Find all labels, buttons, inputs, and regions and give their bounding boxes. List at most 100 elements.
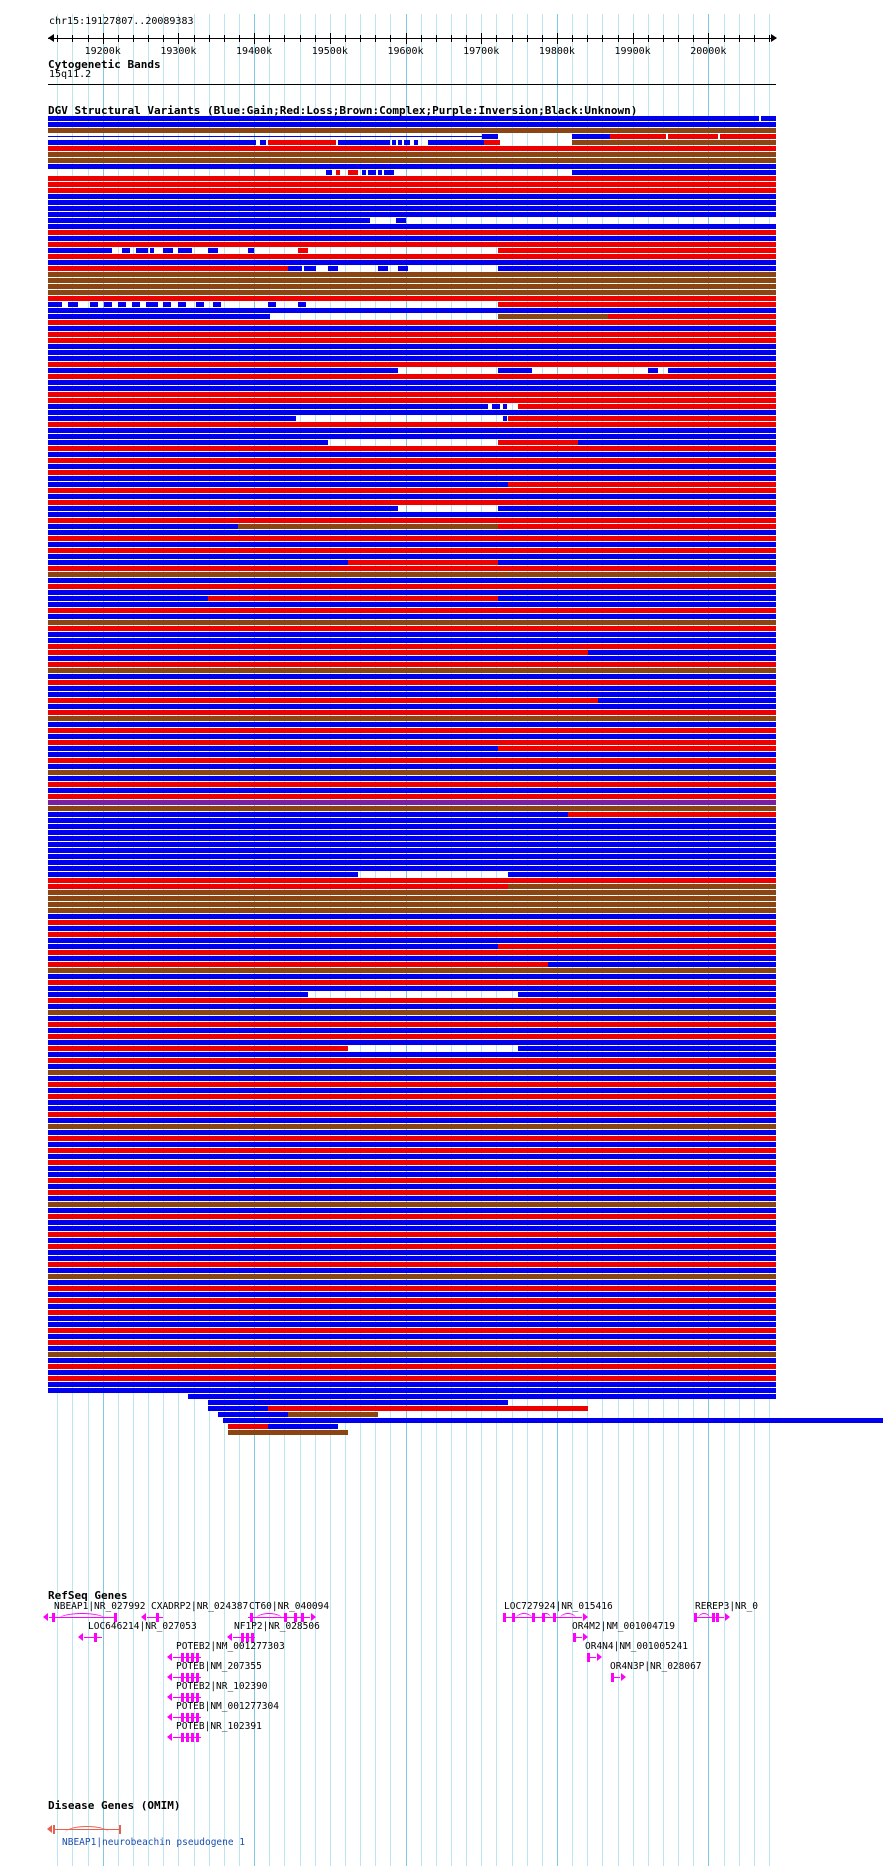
gene-exon[interactable] [712,1613,715,1622]
gene-exon[interactable] [181,1673,184,1682]
dgv-variant-segment[interactable] [48,1028,776,1033]
gene-exon[interactable] [156,1613,159,1622]
dgv-variant-segment[interactable] [48,266,288,271]
dgv-variant-segment[interactable] [48,770,776,775]
refseq-genes-track[interactable]: NBEAP1|NR_027992 CXADRP2|NR_024387 CT60|NR… [43,0,776,1742]
dgv-variant-segment[interactable] [498,746,776,751]
dgv-variant-segment[interactable] [48,1016,776,1021]
gene-exon[interactable] [542,1613,545,1622]
gene-label[interactable]: POTEB|NM_001277304 [176,1701,279,1712]
dgv-variant-segment[interactable] [48,578,776,583]
dgv-variant-segment[interactable] [48,206,776,211]
dgv-variant-segment[interactable] [48,392,776,397]
gene-exon[interactable] [284,1613,287,1622]
gene-exon[interactable] [181,1693,184,1702]
dgv-variant-segment[interactable] [48,1340,776,1345]
dgv-variant-segment[interactable] [53,800,776,805]
gene-exon[interactable] [573,1633,576,1642]
dgv-variant-segment[interactable] [48,896,776,901]
dgv-variant-segment[interactable] [48,1250,776,1255]
dgv-variant-segment[interactable] [48,434,776,439]
dgv-variant-segment[interactable] [48,680,776,685]
dgv-variant-segment[interactable] [48,116,49,121]
gene-exon[interactable] [186,1733,189,1742]
dgv-variant-segment[interactable] [392,140,396,145]
dgv-variant-segment[interactable] [48,296,776,301]
dgv-variant-segment[interactable] [396,218,406,223]
dgv-variant-segment[interactable] [298,302,306,307]
dgv-variant-segment[interactable] [48,422,776,427]
dgv-variant-segment[interactable] [482,134,498,139]
dgv-variant-segment[interactable] [48,1058,776,1063]
coordinate-ruler[interactable] [48,33,777,45]
dgv-variant-segment[interactable] [228,1424,268,1429]
dgv-variant-segment[interactable] [48,590,776,595]
gene-exon[interactable] [587,1653,590,1662]
dgv-variant-segment[interactable] [48,1178,776,1183]
dgv-variant-segment[interactable] [146,302,158,307]
dgv-variant-segment[interactable] [48,482,508,487]
dgv-variant-segment[interactable] [223,1418,883,1423]
dgv-variant-segment[interactable] [118,302,126,307]
dgv-variant-segment[interactable] [48,602,776,607]
dgv-variant-segment[interactable] [668,134,718,139]
dgv-variant-segment[interactable] [132,302,140,307]
dgv-variant-segment[interactable] [238,524,498,529]
dgv-variant-segment[interactable] [48,812,568,817]
dgv-variant-segment[interactable] [48,1286,776,1291]
dgv-variant-segment[interactable] [414,140,418,145]
dgv-variant-segment[interactable] [208,596,498,601]
dgv-variant-segment[interactable] [228,1430,348,1435]
dgv-variant-segment[interactable] [208,248,218,253]
dgv-variant-segment[interactable] [48,524,238,529]
dgv-variant-segment[interactable] [48,974,776,979]
dgv-variant-segment[interactable] [48,122,776,127]
dgv-variant-segment[interactable] [48,662,776,667]
dgv-variant-segment[interactable] [48,962,548,967]
dgv-variant-segment[interactable] [298,248,308,253]
dgv-variant-segment[interactable] [48,194,776,199]
dgv-variant-segment[interactable] [48,284,776,289]
dgv-variant-segment[interactable] [48,1292,776,1297]
dgv-variant-segment[interactable] [48,866,776,871]
dgv-variant-segment[interactable] [498,266,776,271]
dgv-variant-segment[interactable] [48,176,776,181]
dgv-variant-segment[interactable] [398,266,408,271]
dgv-variant-segment[interactable] [48,818,776,823]
dgv-variant-segment[interactable] [48,836,776,841]
dgv-variant-segment[interactable] [48,212,776,217]
dgv-variant-segment[interactable] [48,1022,776,1027]
gene-label[interactable]: NBEAP1|NR_027992 [54,1601,146,1612]
dgv-variant-segment[interactable] [48,386,776,391]
dgv-variant-segment[interactable] [48,1094,776,1099]
dgv-variant-segment[interactable] [48,842,776,847]
dgv-variant-segment[interactable] [48,1388,776,1393]
dgv-variant-segment[interactable] [48,218,364,223]
dgv-variant-segment[interactable] [48,1268,776,1273]
dgv-variant-segment[interactable] [48,1256,776,1261]
dgv-variant-segment[interactable] [48,704,776,709]
dgv-variant-segment[interactable] [48,1070,776,1075]
dgv-variant-segment[interactable] [338,140,390,145]
dgv-variant-segment[interactable] [48,1172,776,1177]
dgv-variant-segment[interactable] [48,1364,776,1369]
gene-exon[interactable] [553,1613,556,1622]
dgv-variant-segment[interactable] [484,140,500,145]
dgv-variant-segment[interactable] [48,872,358,877]
dgv-variant-segment[interactable] [498,248,776,253]
dgv-variant-segment[interactable] [178,302,186,307]
dgv-variant-segment[interactable] [48,1316,776,1321]
dgv-variant-segment[interactable] [48,656,776,661]
dgv-variant-segment[interactable] [48,1226,776,1231]
dgv-variant-segment[interactable] [48,398,776,403]
gene-exon[interactable] [191,1673,194,1682]
dgv-variant-segment[interactable] [48,1154,776,1159]
dgv-variant-segment[interactable] [48,236,776,241]
gene-exon[interactable] [186,1713,189,1722]
dgv-variant-segment[interactable] [48,1376,776,1381]
dgv-variant-segment[interactable] [48,734,776,739]
dgv-variant-segment[interactable] [48,404,488,409]
dgv-variant-segment[interactable] [48,746,498,751]
dgv-variant-segment[interactable] [48,542,776,547]
dgv-variant-segment[interactable] [48,1214,776,1219]
